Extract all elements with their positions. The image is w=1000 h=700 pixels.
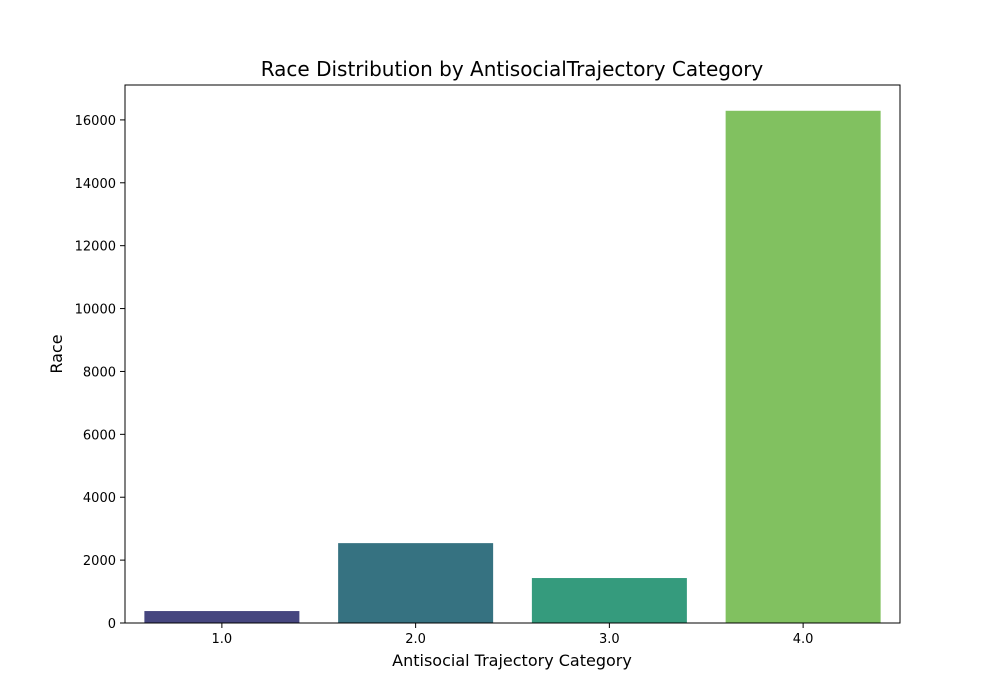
x-tick-label: 1.0 [212, 632, 233, 647]
plot-frame [124, 84, 901, 624]
y-tick-label: 2000 [83, 554, 116, 569]
y-tick-label: 0 [108, 617, 116, 632]
y-tick-label: 6000 [83, 428, 116, 443]
chart-title: Race Distribution by AntisocialTrajector… [261, 57, 764, 81]
y-tick-label: 12000 [75, 240, 116, 255]
x-tick-label: 3.0 [599, 632, 620, 647]
bar-3.0 [531, 578, 687, 623]
x-tick-label: 4.0 [793, 632, 814, 647]
bar-1.0 [144, 611, 300, 623]
x-axis-label: Antisocial Trajectory Category [392, 651, 632, 670]
y-tick-label: 14000 [75, 177, 116, 192]
bar-2.0 [338, 543, 494, 623]
y-tick-label: 16000 [75, 114, 116, 129]
bar-4.0 [725, 110, 881, 623]
x-tick-label: 2.0 [405, 632, 426, 647]
y-tick-label: 10000 [75, 303, 116, 318]
x-axis: 1.0 2.0 3.0 4.0 [212, 623, 814, 647]
y-axis-label: Race [47, 334, 66, 373]
y-tick-label: 8000 [83, 365, 116, 380]
y-axis: 0 2000 4000 6000 8000 10000 12000 14000 16000 [75, 114, 125, 632]
bars-layer [144, 110, 881, 623]
y-tick-label: 4000 [83, 491, 116, 506]
